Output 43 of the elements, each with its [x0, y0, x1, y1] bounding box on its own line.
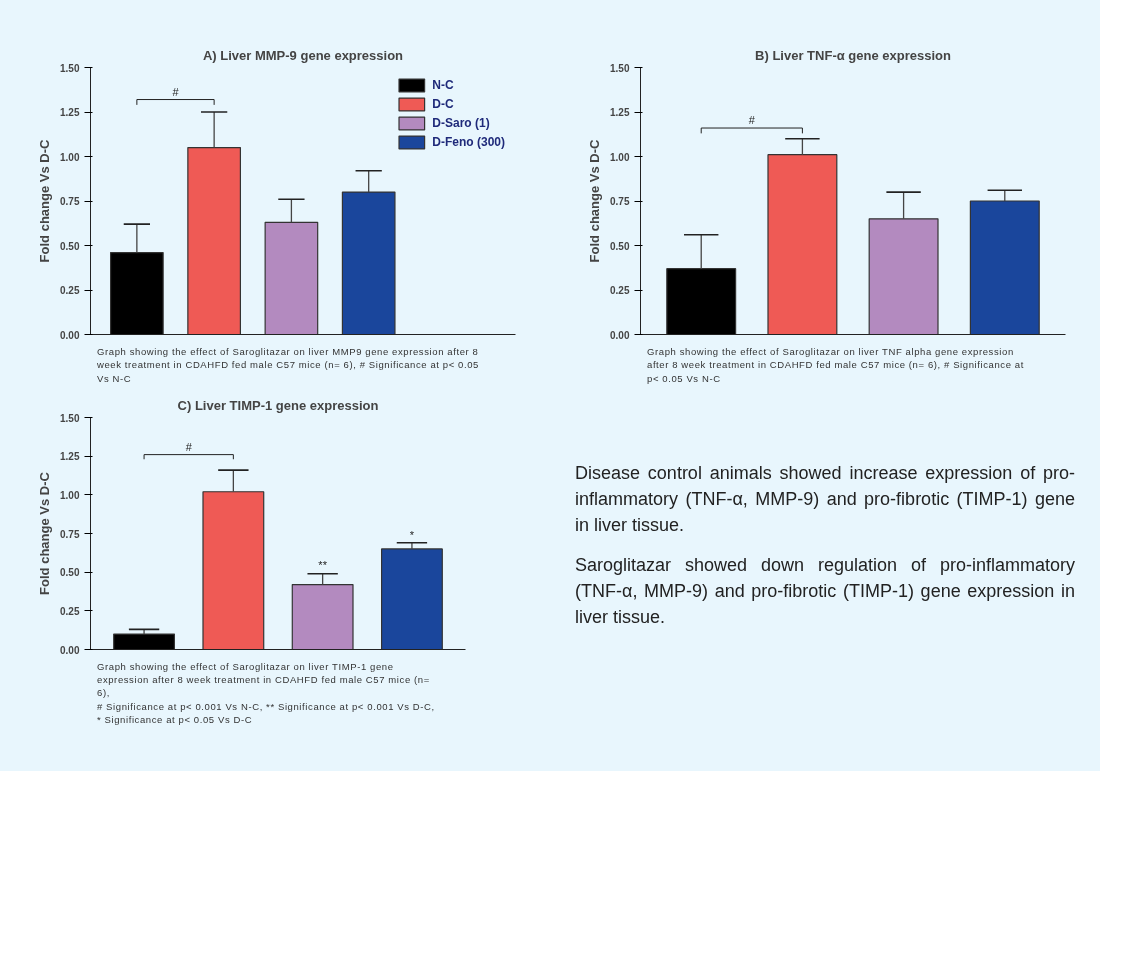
legend-label: D-Feno (300)	[432, 135, 505, 149]
annotation: *	[409, 529, 415, 542]
y-tick-label: 1.50	[610, 62, 630, 74]
annotation: #	[748, 114, 756, 127]
text: # Significance at p< 0.001 Vs N-C, ** Significance at p< 0.001 Vs D-C,	[97, 700, 435, 712]
y-tick-label: 1.25	[60, 451, 80, 463]
y-tick-label: 1.00	[60, 489, 80, 501]
y-tick-label: 0.00	[610, 329, 630, 341]
text: Disease control animals showed increase expression of pro-inflammatory (TNF-α, MMP-9) and pro-fibrotic (TIMP-1) gene in liver tissue.	[575, 461, 1075, 538]
y-tick-label: 1.50	[60, 62, 80, 74]
y-tick-label: 0.25	[610, 285, 630, 296]
y-axis-title: Fold change Vs D-C	[587, 138, 603, 263]
y-tick-label: 0.75	[60, 196, 80, 207]
text: Graph showing the effect of Saroglitazar on liver TNF alpha gene expression after 8 week treatment in CDAHFD fed male C57 mice (n= 6), # Significance at p< 0.05 Vs N-C	[647, 345, 1025, 385]
text: Saroglitazar showed down regulation of pro-inflammatory (TNF-α, MMP-9) and pro-fibrotic (TIMP-1) gene expression in liver tissue.	[575, 554, 1075, 630]
y-tick-label: 0.75	[610, 196, 630, 207]
y-tick-label: 1.25	[610, 107, 630, 118]
y-tick-label: 1.00	[610, 151, 630, 163]
y-tick-label: 0.50	[60, 567, 80, 579]
y-tick-label: 0.75	[60, 528, 80, 540]
text: * Significance at p< 0.05 Vs D-C	[97, 714, 253, 726]
y-axis-title: Fold change Vs D-C	[37, 471, 53, 595]
y-tick-label: 1.50	[60, 412, 80, 424]
y-axis-title: Fold change Vs D-C	[37, 138, 53, 263]
chart-title: C) Liver TIMP-1 gene expression	[177, 397, 379, 413]
y-tick-label: 0.25	[60, 285, 80, 296]
legend-label: N-C	[432, 78, 454, 92]
text: Graph showing the effect of Saroglitazar on liver TIMP-1 gene expression after 8 week treatment in CDAHFD fed male C57 mice (n= 6),	[97, 660, 430, 699]
y-tick-label: 0.00	[60, 644, 80, 656]
y-tick-label: 0.00	[60, 329, 80, 341]
y-tick-label: 0.25	[60, 605, 80, 617]
annotation: **	[318, 558, 328, 571]
y-tick-label: 0.50	[60, 240, 80, 252]
y-tick-label: 1.00	[60, 151, 80, 163]
legend-label: D-Saro (1)	[432, 116, 490, 130]
y-tick-label: 1.25	[60, 107, 80, 118]
chart-title: B) Liver TNF-α gene expression	[755, 47, 951, 63]
annotation: #	[185, 440, 193, 453]
chart-title: A) Liver MMP-9 gene expression	[202, 47, 404, 63]
text: Graph showing the effect of Saroglitazar on liver MMP9 gene expression after 8 week treatment in CDAHFD fed male C57 mice (n= 6), # Significance at p< 0.05 Vs N-C	[97, 345, 480, 385]
legend-label: D-C	[432, 97, 454, 111]
annotation: #	[172, 85, 180, 98]
y-tick-label: 0.50	[610, 240, 630, 252]
